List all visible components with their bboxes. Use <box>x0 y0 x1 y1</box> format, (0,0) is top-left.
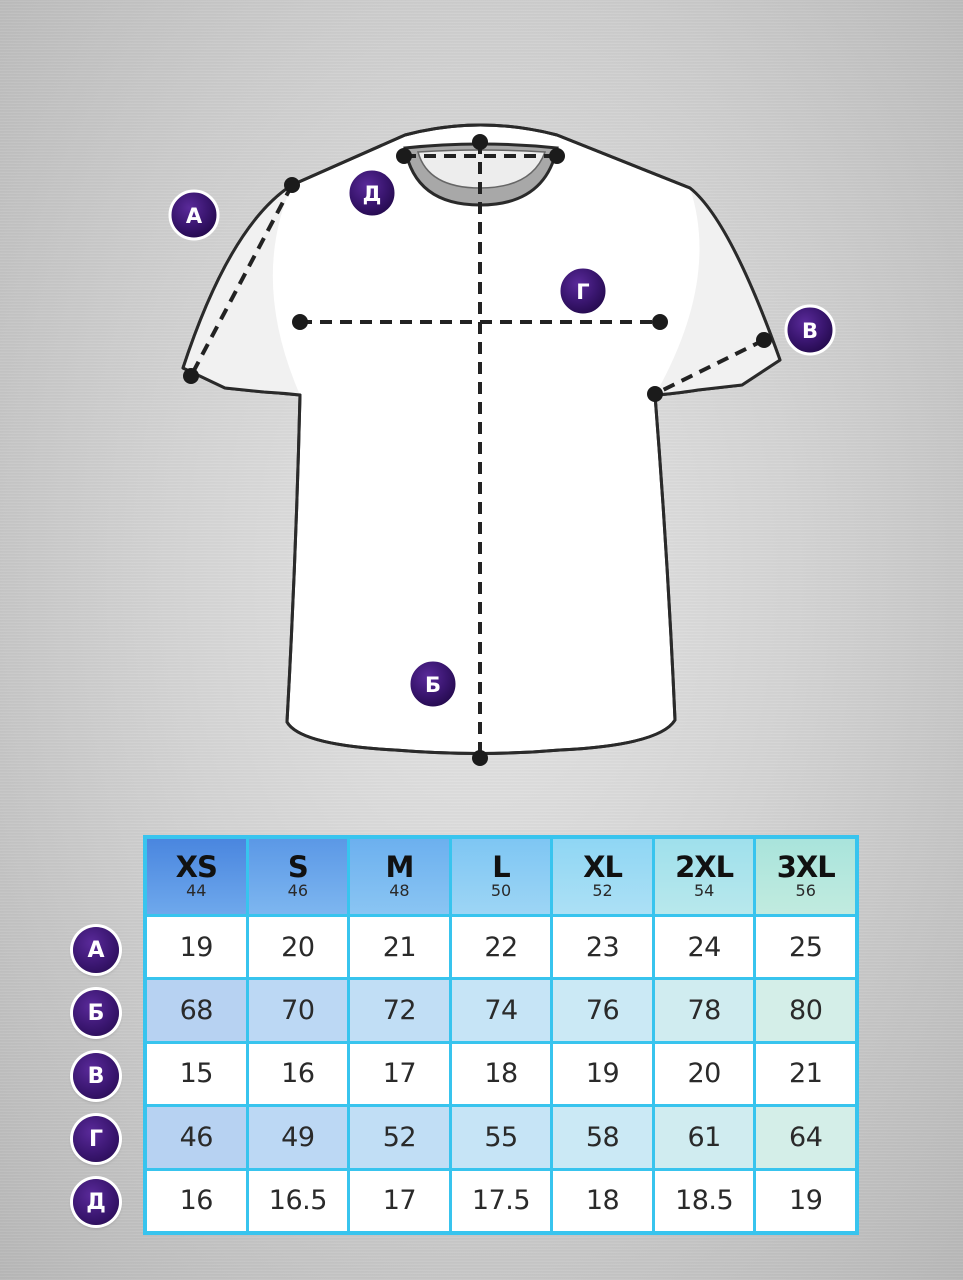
cell-a-s: 20 <box>248 916 348 978</box>
svg-text:В: В <box>802 319 818 343</box>
size-label: 3XL <box>776 850 836 885</box>
header-cell-xl: XL 52 <box>553 839 652 914</box>
size-label: XS <box>175 850 218 885</box>
line-v <box>654 338 765 396</box>
row-badge-v: В <box>73 1053 119 1099</box>
cell-a-xs: 19 <box>147 916 246 978</box>
svg-text:Д: Д <box>363 182 382 206</box>
measure-lines <box>189 142 765 758</box>
cell-v-s: 16 <box>248 1043 348 1105</box>
badge-g: Г <box>557 265 609 317</box>
size-ru: 50 <box>490 881 512 901</box>
size-ru: 46 <box>287 881 309 901</box>
cell-v-xl: 19 <box>553 1043 652 1105</box>
cell-b-s: 70 <box>248 980 348 1041</box>
cell-b-xs: 68 <box>147 980 246 1041</box>
cell-d-m: 17 <box>350 1170 449 1231</box>
cell-v-m: 17 <box>350 1043 449 1105</box>
header-cell-2xl: 2XL 54 <box>654 839 754 914</box>
row-badge-d: Д <box>73 1179 119 1225</box>
cell-d-2xl: 18.5 <box>654 1170 754 1231</box>
size-label: 2XL <box>675 850 734 885</box>
header-cell-m: M 48 <box>350 839 449 914</box>
cell-g-l: 55 <box>451 1107 551 1168</box>
badge-b: Б <box>407 658 459 710</box>
line-a <box>189 184 294 377</box>
svg-text:А: А <box>186 204 203 228</box>
size-ru: 54 <box>693 881 715 901</box>
badge-v: В <box>784 304 836 356</box>
row-label-column: А Б В Г Д <box>73 927 121 1227</box>
badge-a: А <box>168 189 220 241</box>
cell-v-2xl: 20 <box>654 1043 754 1105</box>
cell-g-xl: 58 <box>553 1107 652 1168</box>
svg-text:Б: Б <box>425 673 441 697</box>
size-ru: 52 <box>592 881 613 901</box>
row-badge-a: А <box>73 927 119 973</box>
header-cell-l: L 50 <box>451 839 551 914</box>
cell-a-xl: 23 <box>553 916 652 978</box>
cell-a-2xl: 24 <box>654 916 754 978</box>
sleeve-shade-right <box>655 188 780 395</box>
cell-v-3xl: 21 <box>756 1043 855 1105</box>
cell-d-3xl: 19 <box>756 1170 855 1231</box>
size-label: L <box>492 850 511 885</box>
sleeve-shade-left <box>183 185 300 395</box>
cell-a-3xl: 25 <box>756 916 855 978</box>
size-ru: 48 <box>389 881 410 901</box>
cell-v-xs: 15 <box>147 1043 246 1105</box>
cell-g-3xl: 64 <box>756 1107 855 1168</box>
row-badge-b: Б <box>73 990 119 1036</box>
badge-d: Д <box>346 167 398 219</box>
cell-g-s: 49 <box>248 1107 348 1168</box>
cell-b-3xl: 80 <box>756 980 855 1041</box>
cell-g-2xl: 61 <box>654 1107 754 1168</box>
cell-v-l: 18 <box>451 1043 551 1105</box>
cell-d-xs: 16 <box>147 1170 246 1231</box>
size-ru: 44 <box>186 881 207 901</box>
size-label: S <box>287 850 309 885</box>
measure-dots <box>183 134 772 766</box>
header-cell-s: S 46 <box>248 839 348 914</box>
cell-g-m: 52 <box>350 1107 449 1168</box>
row-badge-g: Г <box>73 1116 119 1162</box>
size-ru: 56 <box>795 881 816 901</box>
cell-g-xs: 46 <box>147 1107 246 1168</box>
cell-b-m: 72 <box>350 980 449 1041</box>
cell-a-m: 21 <box>350 916 449 978</box>
size-label: XL <box>583 850 623 885</box>
header-cell-3xl: 3XL 56 <box>756 839 855 914</box>
cell-a-l: 22 <box>451 916 551 978</box>
cell-d-s: 16.5 <box>248 1170 348 1231</box>
size-table: XS 44 S 46 M 48 L 50 XL 52 2XL 54 3XL 56… <box>143 835 859 1235</box>
svg-text:Г: Г <box>576 280 589 304</box>
cell-b-2xl: 78 <box>654 980 754 1041</box>
cell-d-xl: 18 <box>553 1170 652 1231</box>
cell-d-l: 17.5 <box>451 1170 551 1231</box>
size-label: M <box>385 850 414 885</box>
header-cell-xs: XS 44 <box>147 839 246 914</box>
cell-b-l: 74 <box>451 980 551 1041</box>
cell-b-xl: 76 <box>553 980 652 1041</box>
